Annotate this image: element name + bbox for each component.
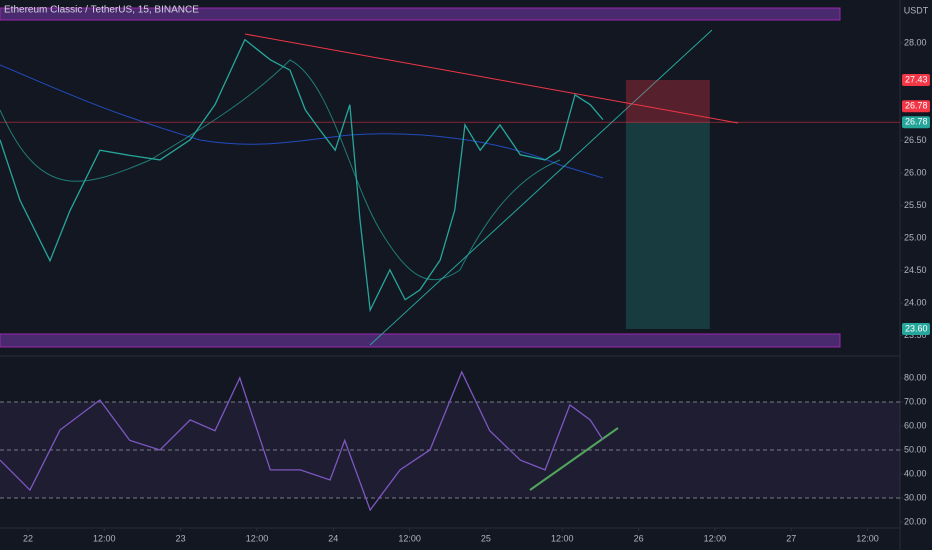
- zone-bottom: [0, 333, 841, 348]
- rsi-arrow: [529, 427, 619, 491]
- price-label: 27.43: [905, 74, 928, 84]
- trend-line: [244, 33, 739, 124]
- zone-top: [0, 7, 841, 21]
- x-tick-label: 12:00: [856, 533, 879, 543]
- y-tick-label: 30.00: [904, 492, 927, 502]
- x-tick-label: 25: [481, 533, 491, 543]
- x-tick-label: 12:00: [398, 533, 421, 543]
- y-tick-label: 60.00: [904, 420, 927, 430]
- y-tick-label: 80.00: [904, 372, 927, 382]
- price-label-bg: [902, 116, 930, 129]
- series-line: [0, 370, 604, 512]
- y-tick-label: 26.00: [904, 167, 927, 177]
- stop-zone: [625, 79, 710, 123]
- y-tick-label: 28.00: [904, 37, 927, 47]
- target-zone: [625, 122, 710, 329]
- y-tick-label: 40.00: [904, 468, 927, 478]
- chart-title: Ethereum Classic / TetherUS, 15, BINANCE: [4, 5, 199, 16]
- trend-line: [369, 29, 713, 346]
- price-label: 26.78: [905, 101, 928, 111]
- price-label: 23.60: [905, 323, 928, 333]
- x-tick-label: 23: [176, 533, 186, 543]
- x-tick-label: 24: [328, 533, 338, 543]
- y-tick-label: 24.00: [904, 297, 927, 307]
- series-line: [0, 38, 604, 313]
- y-tick-label: 25.00: [904, 232, 927, 242]
- plot: 28.0026.5026.0025.5025.0024.5024.0023.50…: [0, 37, 930, 543]
- x-tick-label: 12:00: [246, 533, 269, 543]
- y-tick-label: 20.00: [904, 516, 927, 526]
- price-label: 26.78: [905, 117, 928, 127]
- x-tick-label: 26: [634, 533, 644, 543]
- axis-unit: USDT: [904, 5, 929, 15]
- x-tick-label: 12:00: [93, 533, 116, 543]
- price-label-bg: [902, 100, 930, 113]
- y-tick-label: 50.00: [904, 444, 927, 454]
- x-tick-label: 12:00: [551, 533, 574, 543]
- x-tick-label: 27: [786, 533, 796, 543]
- x-tick-label: 12:00: [704, 533, 727, 543]
- y-tick-label: 26.50: [904, 135, 927, 145]
- price-label-bg: [902, 322, 930, 335]
- y-tick-label: 25.50: [904, 200, 927, 210]
- y-tick-label: 24.50: [904, 265, 927, 275]
- y-tick-label: 70.00: [904, 396, 927, 406]
- x-tick-label: 22: [23, 533, 33, 543]
- moving-average: [0, 59, 561, 280]
- price-label-bg: [902, 73, 930, 86]
